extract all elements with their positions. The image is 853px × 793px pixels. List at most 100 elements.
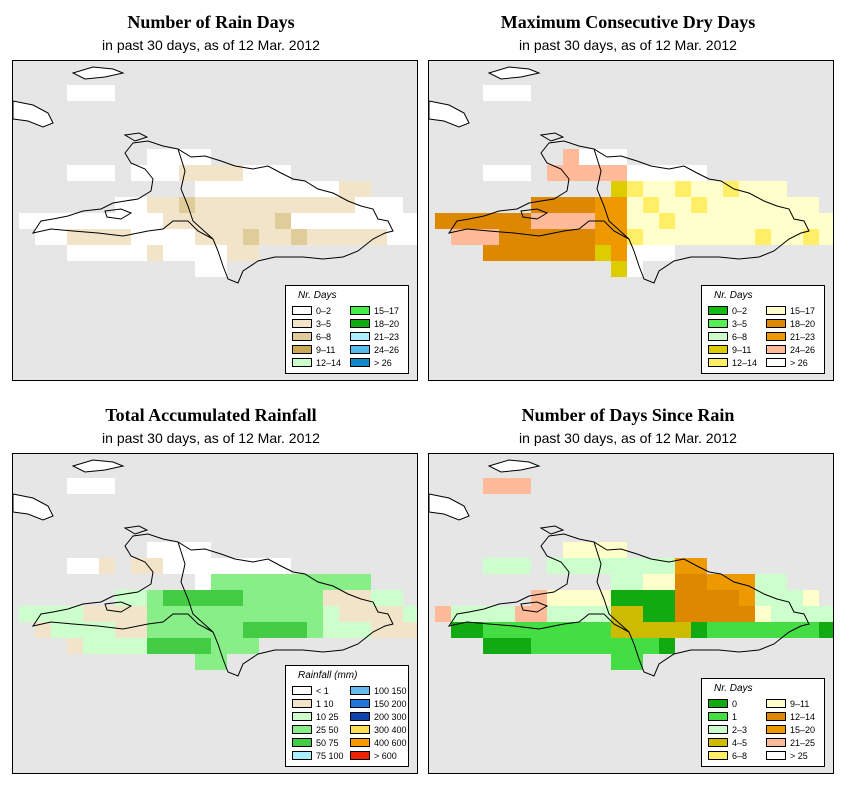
grid-cell	[19, 213, 35, 229]
grid-cell	[195, 574, 211, 590]
grid-cell	[67, 606, 83, 622]
grid-cell	[739, 574, 755, 590]
grid-cell	[291, 622, 307, 638]
grid-cell	[483, 606, 499, 622]
grid-cell	[387, 622, 403, 638]
grid-cell	[755, 229, 771, 245]
legend-item: 1	[708, 711, 737, 722]
grid-cell	[499, 558, 515, 574]
grid-cell	[83, 85, 99, 101]
grid-cell	[355, 213, 371, 229]
grid-cell	[131, 213, 147, 229]
gonave-island	[520, 208, 549, 220]
grid-cell	[643, 606, 659, 622]
grid-cell	[803, 197, 819, 213]
legend-item: 2–3	[708, 724, 747, 735]
grid-cell	[611, 574, 627, 590]
grid-cell	[771, 181, 787, 197]
grid-cell	[371, 590, 387, 606]
legend-item: 24–26	[766, 344, 815, 355]
grid-cell	[691, 558, 707, 574]
legend-swatch	[350, 699, 370, 708]
grid-cell	[227, 197, 243, 213]
grid-cell	[307, 213, 323, 229]
legend-swatch	[766, 319, 786, 328]
grid-cell	[131, 558, 147, 574]
grid-cell	[355, 181, 371, 197]
grid-cell	[643, 574, 659, 590]
grid-cell	[739, 606, 755, 622]
legend-swatch	[708, 699, 728, 708]
legend-swatch	[292, 699, 312, 708]
legend-swatch	[708, 319, 728, 328]
grid-cell	[275, 229, 291, 245]
grid-cell	[323, 229, 339, 245]
grid-cell	[291, 574, 307, 590]
grid-cell	[259, 606, 275, 622]
grid-cell	[339, 229, 355, 245]
grid-cell	[643, 638, 659, 654]
panel-subtitle-since-rain: in past 30 days, as of 12 Mar. 2012	[519, 430, 737, 446]
grid-cell	[483, 638, 499, 654]
jamaica-coastline	[71, 66, 125, 80]
legend-swatch	[350, 712, 370, 721]
grid-cell	[307, 197, 323, 213]
legend-swatch	[766, 738, 786, 747]
grid-cell	[707, 181, 723, 197]
grid-cell	[131, 638, 147, 654]
legend-label: 4–5	[732, 737, 748, 748]
grid-cell	[547, 622, 563, 638]
tortuga-island	[539, 525, 565, 535]
grid-cell	[163, 542, 179, 558]
grid-cell	[227, 574, 243, 590]
legend-item: 25 50	[292, 724, 339, 735]
legend-label: 18–20	[374, 318, 400, 329]
legend-item: > 26	[766, 357, 808, 368]
grid-cell	[579, 558, 595, 574]
grid-cell	[771, 590, 787, 606]
grid-cell	[659, 638, 675, 654]
legend-title: Rainfall (mm)	[298, 670, 358, 681]
map-grid-dry-days	[429, 66, 833, 284]
grid-cell	[499, 245, 515, 261]
grid-cell	[147, 558, 163, 574]
legend-item: 15–17	[350, 305, 399, 316]
grid-cell	[563, 245, 579, 261]
grid-cell	[755, 606, 771, 622]
grid-cell	[131, 590, 147, 606]
grid-cell	[403, 229, 417, 245]
grid-cell	[611, 654, 627, 670]
legend-swatch	[292, 358, 312, 367]
grid-cell	[515, 165, 531, 181]
legend-swatch	[292, 345, 312, 354]
grid-cell	[179, 165, 195, 181]
jamaica-coastline	[487, 459, 541, 473]
grid-cell	[211, 574, 227, 590]
grid-cell	[659, 574, 675, 590]
grid-cell	[323, 197, 339, 213]
legend-swatch	[292, 725, 312, 734]
legend-item: 6–8	[708, 750, 747, 761]
grid-cell	[627, 165, 643, 181]
grid-cell	[483, 165, 499, 181]
grid-cell	[115, 606, 131, 622]
legend-label: 6–8	[732, 331, 748, 342]
panel-subtitle-rainfall: in past 30 days, as of 12 Mar. 2012	[102, 430, 320, 446]
grid-cell	[355, 606, 371, 622]
hispaniola-coastline	[447, 140, 810, 284]
national-border	[177, 148, 214, 240]
grid-cell	[147, 590, 163, 606]
grid-cell	[755, 213, 771, 229]
grid-cell	[691, 197, 707, 213]
grid-cell	[563, 149, 579, 165]
grid-cell	[707, 213, 723, 229]
grid-cell	[755, 181, 771, 197]
grid-cell	[163, 622, 179, 638]
grid-cell	[83, 229, 99, 245]
grid-cell	[243, 574, 259, 590]
grid-cell	[339, 574, 355, 590]
grid-cell	[67, 558, 83, 574]
grid-cell	[83, 622, 99, 638]
legend-swatch	[292, 306, 312, 315]
grid-cell	[499, 229, 515, 245]
